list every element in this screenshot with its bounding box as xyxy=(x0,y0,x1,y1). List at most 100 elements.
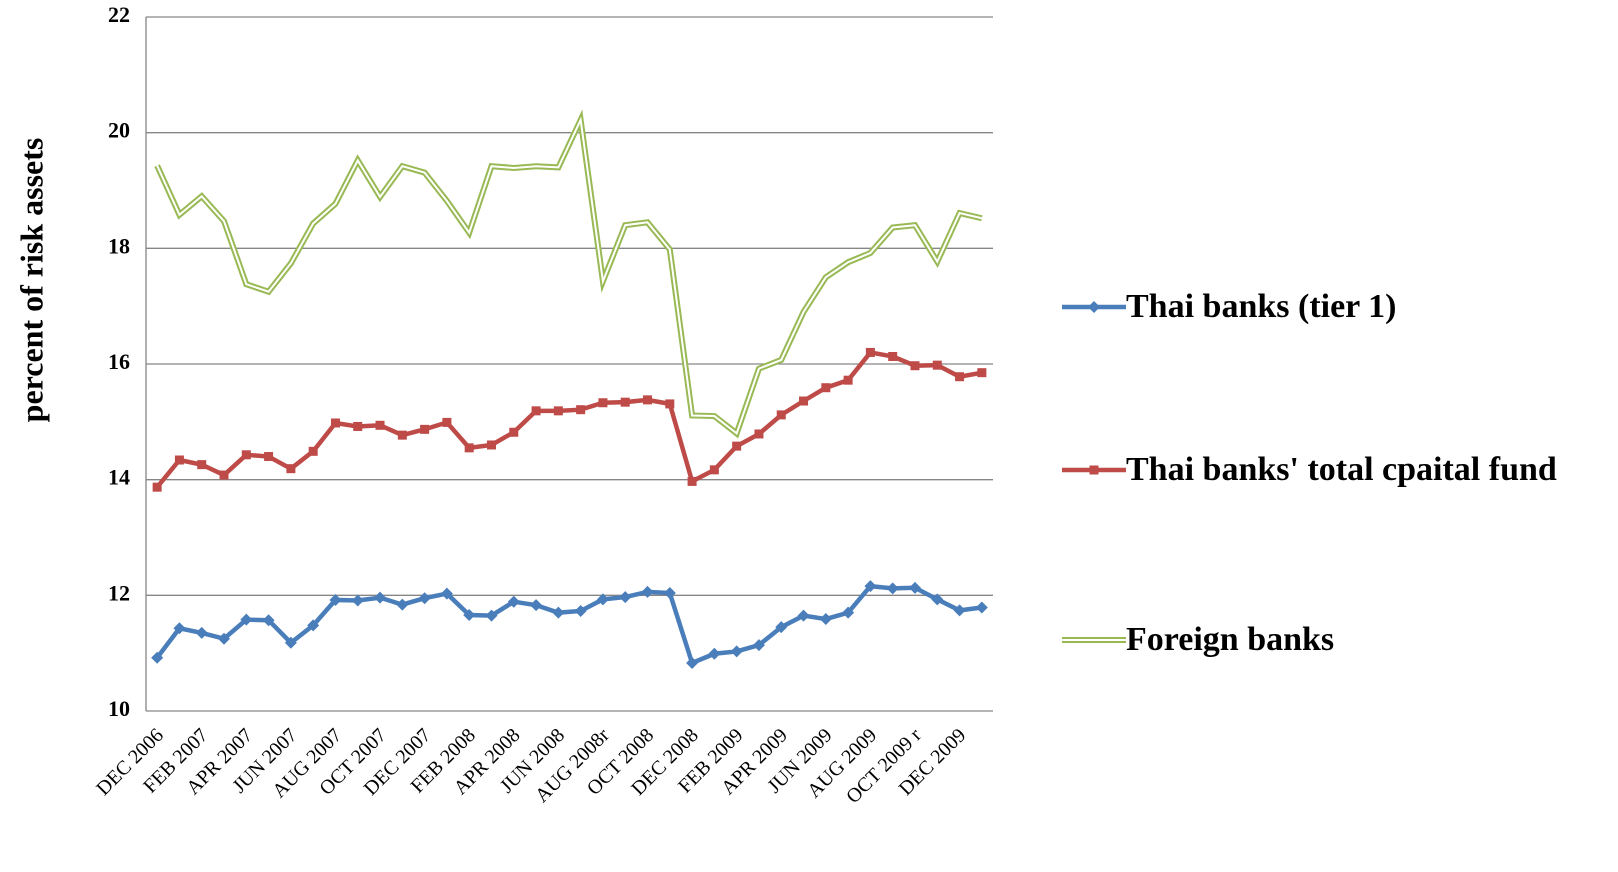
data-point xyxy=(797,609,810,622)
data-point xyxy=(864,580,877,593)
data-point xyxy=(262,614,275,627)
data-point xyxy=(374,591,387,604)
data-point xyxy=(418,592,431,605)
data-point xyxy=(730,645,743,658)
y-axis-label: percent of risk assets xyxy=(13,138,49,423)
series xyxy=(152,347,987,492)
data-point xyxy=(173,622,186,635)
legend-marker xyxy=(1089,465,1099,475)
data-point xyxy=(219,470,229,480)
data-point xyxy=(507,595,520,608)
series-line xyxy=(155,583,983,667)
y-tick-label: 10 xyxy=(108,696,130,721)
data-point xyxy=(286,464,296,474)
data-point xyxy=(775,621,788,634)
data-point xyxy=(776,410,786,420)
legend-item: Thai banks (tier 1) xyxy=(1062,282,1576,332)
data-point xyxy=(486,440,496,450)
data-point xyxy=(442,417,452,427)
data-point xyxy=(464,443,474,453)
data-point xyxy=(888,351,898,361)
data-point xyxy=(663,587,676,600)
data-point xyxy=(643,395,653,405)
data-point xyxy=(218,632,231,645)
legend-marker xyxy=(1088,301,1100,313)
data-point xyxy=(241,450,251,460)
data-point xyxy=(351,594,364,607)
data-point xyxy=(865,347,875,357)
data-point xyxy=(574,604,587,617)
data-point xyxy=(284,636,297,649)
data-point xyxy=(687,476,697,486)
data-point xyxy=(752,639,765,652)
data-point xyxy=(953,604,966,617)
data-point xyxy=(641,585,654,598)
data-point xyxy=(329,593,342,606)
data-point xyxy=(619,591,632,604)
series xyxy=(151,580,988,669)
data-point xyxy=(353,421,363,431)
data-point xyxy=(485,609,498,622)
data-point xyxy=(440,587,453,600)
data-point xyxy=(264,452,274,462)
series xyxy=(154,109,983,439)
data-point xyxy=(931,593,944,606)
y-tick-label: 14 xyxy=(108,465,130,490)
data-point xyxy=(932,360,942,370)
legend-label: Thai banks' total cpaital fund xyxy=(1126,451,1557,488)
data-point xyxy=(375,420,385,430)
data-point xyxy=(195,626,208,639)
data-point xyxy=(151,651,164,664)
data-point xyxy=(732,441,742,451)
y-tick-label: 12 xyxy=(108,580,130,605)
data-point xyxy=(596,593,609,606)
data-point xyxy=(977,368,987,378)
data-point xyxy=(821,383,831,393)
legend-label: Thai banks (tier 1) xyxy=(1126,288,1397,325)
data-point xyxy=(819,613,832,626)
legend-swatch xyxy=(1062,637,1126,643)
data-point xyxy=(397,430,407,440)
data-point xyxy=(553,406,563,416)
y-tick-label: 20 xyxy=(108,118,130,143)
data-point xyxy=(396,598,409,611)
data-point xyxy=(886,582,899,595)
series-line-inner xyxy=(156,116,983,436)
data-point xyxy=(463,608,476,621)
legend-label: Foreign banks xyxy=(1126,621,1335,658)
data-point xyxy=(910,361,920,371)
data-point xyxy=(420,424,430,434)
data-point xyxy=(843,375,853,385)
legend-swatch xyxy=(1062,465,1126,475)
data-point xyxy=(975,601,988,614)
y-tick-label: 22 xyxy=(108,2,130,27)
data-point xyxy=(908,581,921,594)
data-point xyxy=(509,427,519,437)
data-point xyxy=(754,429,764,439)
data-point xyxy=(598,398,608,408)
series-line xyxy=(155,349,983,489)
y-tick-label: 18 xyxy=(108,233,130,258)
data-point xyxy=(308,446,318,456)
data-point xyxy=(531,406,541,416)
data-point xyxy=(240,613,253,626)
data-point xyxy=(530,599,543,612)
data-point xyxy=(686,656,699,669)
data-point xyxy=(665,399,675,409)
data-point xyxy=(620,397,630,407)
data-point xyxy=(330,418,340,428)
y-tick-label: 16 xyxy=(108,349,130,374)
data-point xyxy=(709,465,719,475)
legend-item: Foreign banks xyxy=(1062,615,1576,665)
data-point xyxy=(842,606,855,619)
data-point xyxy=(955,372,965,382)
data-point xyxy=(152,482,162,492)
data-point xyxy=(307,619,320,632)
data-point xyxy=(708,647,721,660)
data-point xyxy=(799,396,809,406)
legend-item: Thai banks' total cpaital fund xyxy=(1062,445,1576,495)
data-point xyxy=(552,606,565,619)
data-point xyxy=(174,455,184,465)
